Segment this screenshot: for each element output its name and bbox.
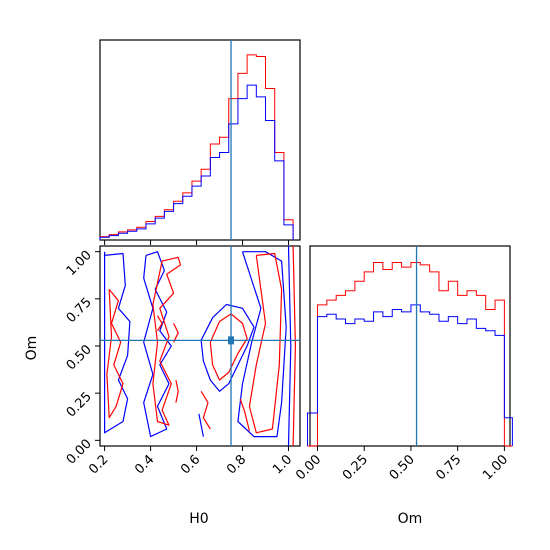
x-tick-label-om: 0.25 — [340, 452, 371, 483]
contour-red-5 — [175, 379, 179, 403]
contour-red-10 — [248, 252, 283, 434]
h0-marginal-panel — [99, 39, 301, 245]
x-axis-title-om: Om — [398, 511, 423, 527]
contour-panel: 0.2 0.4 0.6 0.8 1.00.000.250.500.751.00 H0 O… — [24, 245, 301, 527]
contour-blue-11 — [287, 245, 292, 447]
h0-hist-series-red — [99, 54, 294, 240]
y-axis-title-om: Om — [24, 336, 40, 361]
x-tick-label-om: 1.00 — [480, 452, 511, 483]
contour-blue-15 — [198, 413, 204, 437]
h0-marginal-frame — [99, 39, 301, 241]
om-hist-series-red — [307, 261, 513, 447]
y-tick-label-om: 0.50 — [64, 342, 95, 373]
om-marginal-histograms — [306, 246, 513, 447]
x-tick-label-h0: 0.2 — [86, 452, 111, 477]
om-hist-series-blue — [306, 304, 513, 446]
x-tick-label-h0: 0.8 — [224, 452, 249, 477]
contour-red-13 — [239, 398, 250, 432]
contour-blue-9 — [237, 251, 287, 438]
x-tick-label-h0: 0.4 — [132, 452, 157, 477]
contour-frame — [99, 245, 301, 447]
x-tick-label-h0: 0.6 — [178, 452, 203, 477]
truth-marker — [228, 336, 235, 345]
x-tick-label-om: 0.75 — [433, 452, 464, 483]
y-tick-label-om: 0.75 — [64, 295, 95, 326]
om-marginal-ticks: 0.00 0.25 0.50 0.75 1.00 — [293, 446, 511, 483]
contour-blue-0 — [103, 251, 131, 434]
y-tick-label-om: 0.25 — [64, 389, 95, 420]
om-marginal-panel: 0.00 0.25 0.50 0.75 1.00 Om — [293, 245, 513, 527]
contour-red-12 — [292, 245, 296, 447]
x-tick-label-om: 0.00 — [293, 452, 324, 483]
contour-red-6 — [156, 315, 163, 332]
om-marginal-frame — [309, 245, 511, 447]
contour-red-4 — [173, 323, 179, 343]
contour-ticks: 0.2 0.4 0.6 0.8 1.00.000.250.500.751.00 — [64, 248, 296, 478]
h0-marginal-ticks — [104, 240, 290, 245]
x-tick-label-h0: 1.0 — [270, 452, 295, 477]
h0-marginal-histograms — [99, 40, 294, 240]
contour-red-14 — [200, 390, 211, 430]
x-tick-label-om: 0.50 — [387, 452, 418, 483]
contour-lines — [100, 245, 300, 447]
contour-red-1 — [106, 289, 124, 419]
x-axis-title-h0: H0 — [189, 511, 208, 527]
contour-blue-7 — [200, 303, 255, 392]
h0-hist-series-blue — [99, 84, 294, 240]
contour-red-8 — [209, 313, 248, 381]
contour-red-3 — [152, 256, 182, 426]
y-tick-label-om: 1.00 — [64, 248, 95, 279]
